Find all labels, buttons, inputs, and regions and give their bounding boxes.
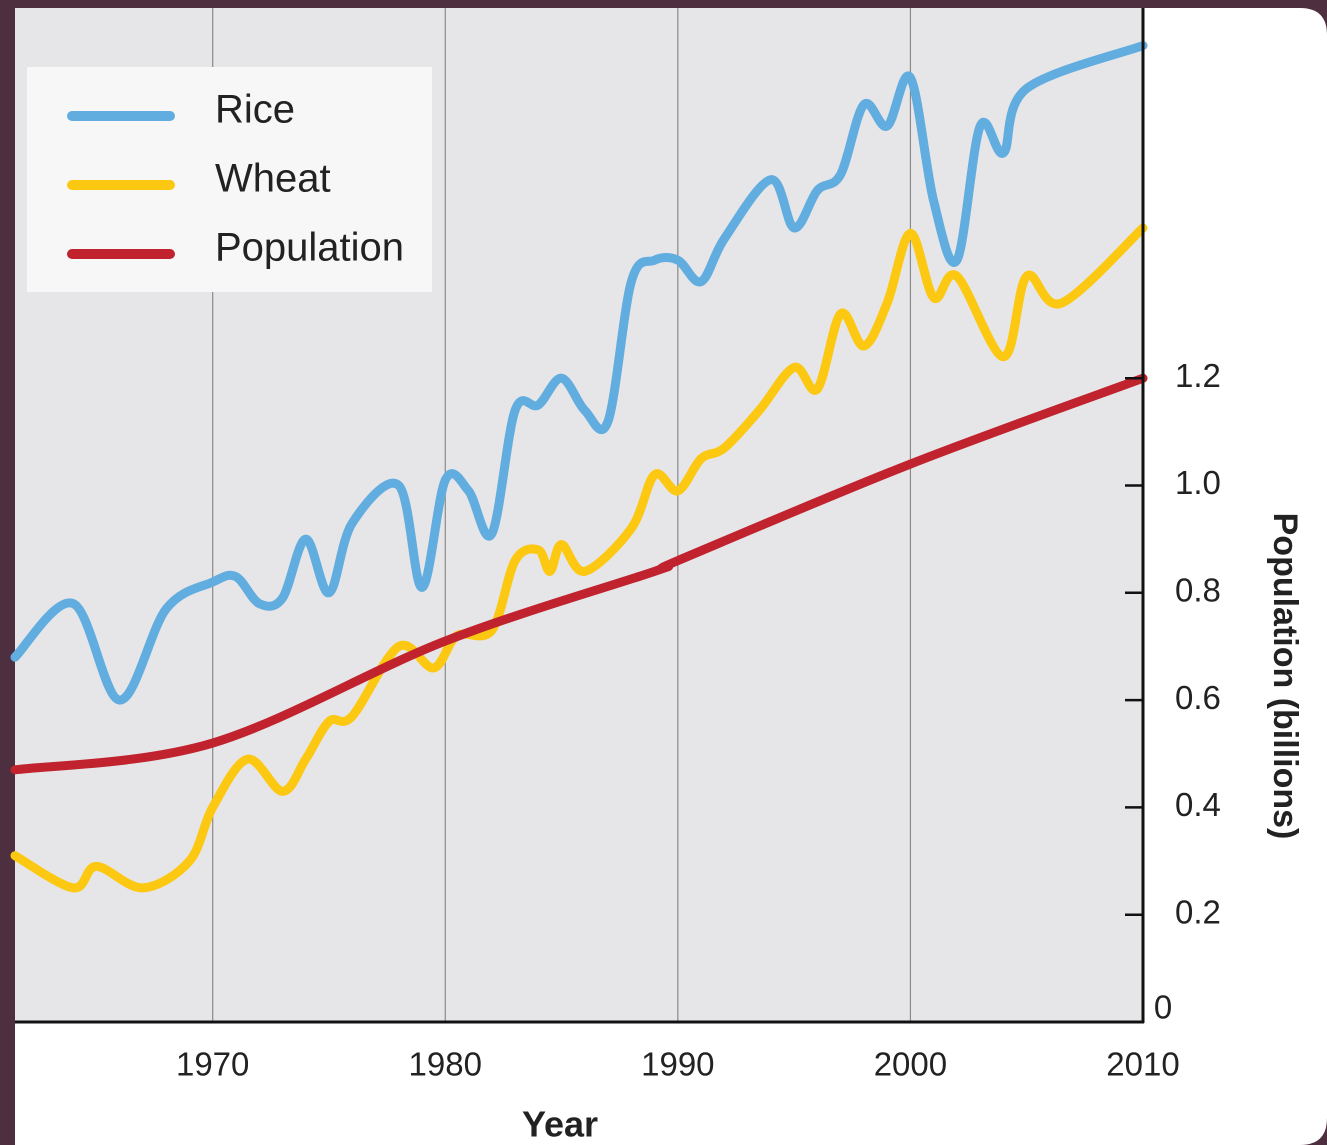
x-tick-label: 2000 [874, 1046, 947, 1083]
x-tick-label: 1990 [641, 1046, 714, 1083]
y-tick-label: 0.4 [1175, 786, 1221, 823]
series-line [10, 223, 1148, 893]
legend-label: Rice [215, 88, 295, 132]
x-axis-title: Year [522, 1104, 598, 1145]
axis-labels: 1970 1980 1990 2000 2010 0 0.2 0.4 0.6 0.8 1.0 1.2 [176, 357, 1221, 1083]
y-tick-label: 1.0 [1175, 464, 1221, 501]
legend-label: Wheat [215, 157, 331, 201]
series-line [10, 373, 1148, 775]
y-tick-label: 0 [1154, 989, 1172, 1026]
x-tick-label: 2010 [1106, 1046, 1179, 1083]
series-line [10, 41, 1148, 705]
lines [10, 41, 1148, 893]
y-axis-title: Population (billions) [1266, 513, 1304, 840]
y-tick-label: 1.2 [1175, 357, 1221, 394]
y-tick-label: 0.8 [1175, 572, 1221, 609]
legend-label: Population [215, 226, 404, 270]
y-tick-label: 0.2 [1175, 893, 1221, 930]
x-tick-label: 1970 [176, 1046, 249, 1083]
x-tick-label: 1980 [409, 1046, 482, 1083]
legend-items: Rice Wheat Population [67, 88, 404, 270]
y-tick-label: 0.6 [1175, 679, 1221, 716]
